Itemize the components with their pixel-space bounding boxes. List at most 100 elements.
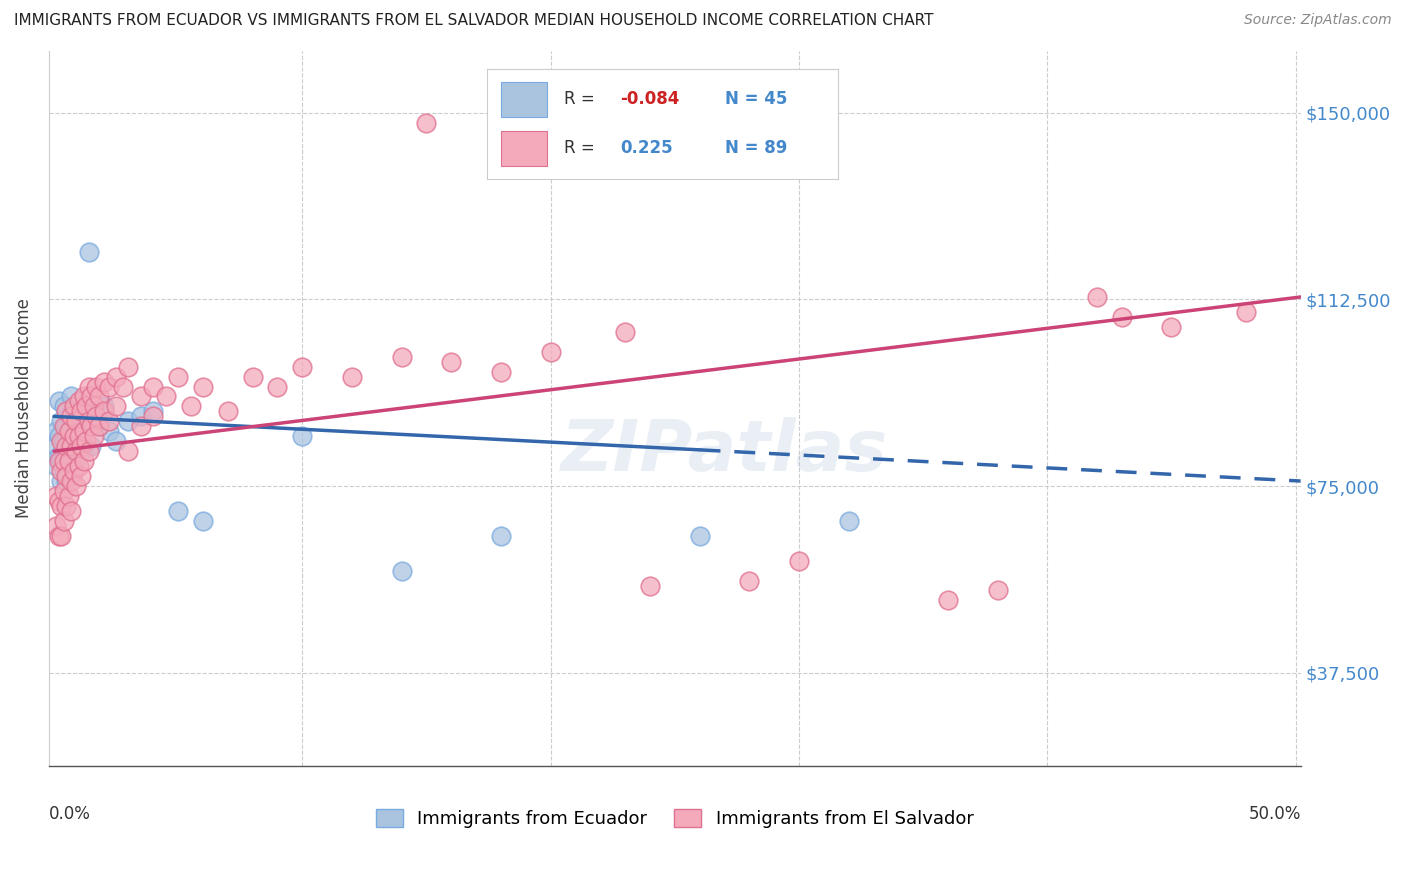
Text: 0.0%: 0.0% (49, 805, 91, 823)
Point (167, 504, 190, 518)
Point (266, 379, 288, 393)
Point (84, 379, 107, 393)
Point (51, 474, 73, 488)
Point (51, 529, 73, 543)
Text: IMMIGRANTS FROM ECUADOR VS IMMIGRANTS FROM EL SALVADOR MEDIAN HOUSEHOLD INCOME C: IMMIGRANTS FROM ECUADOR VS IMMIGRANTS FR… (14, 13, 934, 29)
Point (67, 429, 90, 443)
Point (73, 425, 96, 439)
Point (48, 454, 70, 468)
Point (77, 379, 100, 393)
Point (60, 474, 83, 488)
Point (155, 389, 177, 403)
Point (191, 514, 214, 528)
Point (70, 404, 93, 418)
Point (67, 394, 90, 409)
Point (45, 459, 67, 474)
Point (55, 439, 77, 453)
Point (60, 439, 83, 453)
Point (93, 404, 115, 418)
Text: 50.0%: 50.0% (1249, 805, 1301, 823)
Point (105, 369, 128, 384)
Point (167, 369, 190, 384)
Point (1160, 319, 1182, 334)
Point (51, 414, 73, 428)
Point (391, 350, 413, 364)
Point (112, 379, 135, 393)
Point (93, 400, 115, 414)
Point (45, 439, 67, 453)
Point (62, 429, 84, 443)
Point (65, 414, 87, 428)
Point (55, 404, 77, 418)
Point (117, 444, 139, 458)
Point (291, 429, 314, 443)
Point (217, 404, 239, 418)
Point (65, 479, 87, 493)
Point (83, 429, 105, 443)
Point (55, 469, 77, 483)
Point (65, 444, 87, 458)
Point (180, 400, 202, 414)
Point (142, 404, 165, 418)
Point (129, 419, 152, 434)
Point (80, 439, 103, 453)
Point (489, 365, 512, 379)
Point (60, 425, 83, 439)
Point (58, 409, 80, 424)
Point (129, 409, 152, 424)
Point (1234, 305, 1257, 319)
Point (70, 425, 93, 439)
Point (48, 394, 70, 409)
Point (45, 518, 67, 533)
Point (52, 514, 75, 528)
Point (70, 469, 93, 483)
Point (77, 245, 100, 260)
Point (51, 464, 73, 478)
Point (838, 514, 860, 528)
Point (340, 369, 363, 384)
Point (51, 499, 73, 513)
Point (51, 454, 73, 468)
Point (77, 444, 100, 458)
Point (52, 419, 75, 434)
Point (67, 414, 90, 428)
Text: Source: ZipAtlas.com: Source: ZipAtlas.com (1244, 13, 1392, 28)
Point (93, 375, 115, 389)
Point (129, 389, 152, 403)
Point (60, 454, 83, 468)
Point (58, 489, 80, 503)
Point (80, 409, 103, 424)
Point (45, 489, 67, 503)
Point (70, 439, 93, 453)
Point (540, 344, 562, 359)
Point (48, 494, 70, 508)
Point (87, 419, 110, 434)
Point (52, 483, 75, 498)
Point (60, 389, 83, 403)
Point (75, 400, 97, 414)
Point (65, 429, 87, 443)
Point (936, 593, 959, 607)
Point (987, 583, 1010, 598)
Point (45, 425, 67, 439)
Point (738, 574, 761, 588)
Point (55, 499, 77, 513)
Point (58, 425, 80, 439)
Point (62, 404, 84, 418)
Point (48, 529, 70, 543)
Point (489, 529, 512, 543)
Point (58, 454, 80, 468)
Point (191, 379, 214, 393)
Point (60, 504, 83, 518)
Point (105, 434, 128, 449)
Point (55, 474, 77, 488)
Point (87, 419, 110, 434)
Point (75, 434, 97, 449)
Point (142, 409, 165, 424)
Point (52, 400, 75, 414)
Point (62, 400, 84, 414)
Point (689, 529, 711, 543)
Point (391, 564, 413, 578)
Point (97, 425, 120, 439)
Point (97, 379, 120, 393)
